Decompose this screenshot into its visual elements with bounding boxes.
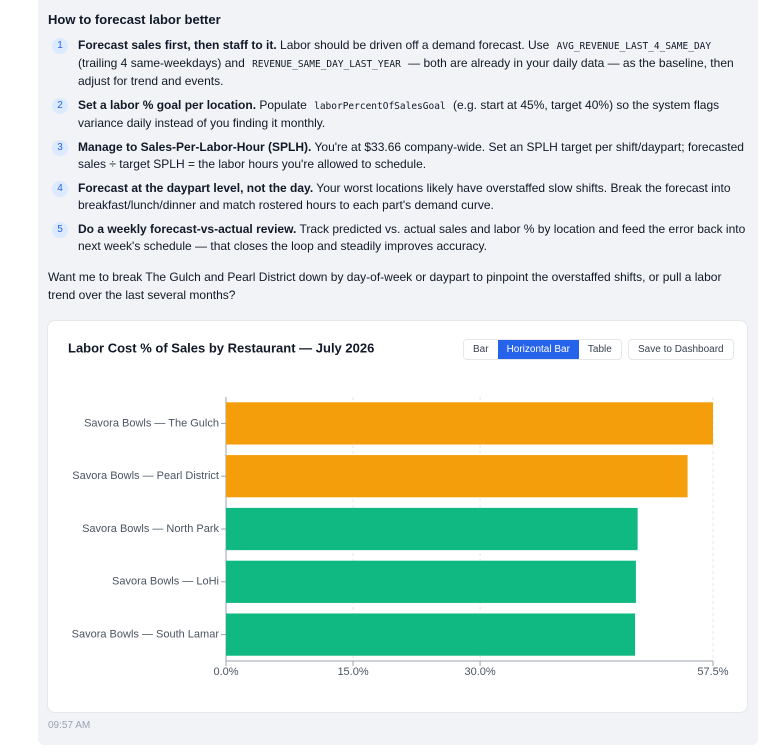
bar xyxy=(226,560,636,603)
tip-lead: Do a weekly forecast-vs-actual review. xyxy=(78,222,297,236)
assistant-message: How to forecast labor better 1 Forecast s… xyxy=(38,0,758,745)
view-button[interactable]: Table xyxy=(578,340,621,359)
y-tick-label: Savora Bowls — The Gulch xyxy=(84,417,219,429)
tip-lead: Set a labor % goal per location. xyxy=(78,98,257,112)
tip-item: 3 Manage to Sales-Per-Labor-Hour (SPLH). … xyxy=(48,139,748,173)
followup-text: Want me to break The Gulch and Pearl Dis… xyxy=(48,270,722,302)
tip-item: 1 Forecast sales first, then staff to it.… xyxy=(48,37,748,90)
step-badge: 2 xyxy=(52,98,68,114)
view-switcher: Bar Horizontal Bar Table xyxy=(463,339,622,360)
code-field: AVG_REVENUE_LAST_4_SAME_DAY xyxy=(556,41,712,52)
tip-text: Populate xyxy=(256,98,311,112)
bar xyxy=(226,402,713,445)
y-tick-label: Savora Bowls — LoHi xyxy=(112,576,219,588)
tip-item: 5 Do a weekly forecast-vs-actual review. … xyxy=(48,221,748,255)
view-button[interactable]: Bar xyxy=(464,340,498,359)
bar xyxy=(226,507,638,551)
tip-list: 1 Forecast sales first, then staff to it.… xyxy=(48,37,748,262)
y-tick-label: Savora Bowls — North Park xyxy=(82,523,219,535)
tip-text: You're at $33.66 company-wide. Set an SP… xyxy=(78,140,744,171)
tip-item: 2 Set a labor % goal per location. Popula… xyxy=(48,97,748,132)
tip-lead: Forecast at the daypart level, not the d… xyxy=(78,181,314,195)
x-tick-label: 15.0% xyxy=(337,666,368,678)
y-tick-label: Savora Bowls — Pearl District xyxy=(72,470,219,482)
step-badge: 4 xyxy=(52,181,68,197)
chart-card: Labor Cost % of Sales by Restaurant — Ju… xyxy=(47,320,748,713)
tip-text: (trailing 4 same-weekdays) and xyxy=(78,56,249,70)
tip-item: 4 Forecast at the daypart level, not the … xyxy=(48,180,748,214)
chart: Labor Cost % of Sales by Restaurant — Ju… xyxy=(68,340,729,678)
timestamp: 09:57 AM xyxy=(48,720,91,731)
x-tick-label: 57.5% xyxy=(697,666,728,678)
tip-text: — both are already in your daily data — … xyxy=(78,56,734,88)
tip-text: Labor should be driven off a demand fore… xyxy=(276,38,553,52)
chart-title: Labor Cost % of Sales by Restaurant — Ju… xyxy=(68,340,374,355)
x-tick-label: 30.0% xyxy=(464,666,495,678)
code-field: laborPercentOfSalesGoal xyxy=(314,101,446,112)
heading: How to forecast labor better xyxy=(48,12,221,27)
step-badge: 1 xyxy=(52,38,68,54)
y-tick-label: Savora Bowls — South Lamar xyxy=(72,629,220,641)
bar xyxy=(226,613,636,656)
tip-text: Your worst locations likely have oversta… xyxy=(78,181,731,212)
view-button[interactable]: Horizontal Bar xyxy=(497,340,579,359)
tip-lead: Manage to Sales-Per-Labor-Hour (SPLH). xyxy=(78,140,312,154)
tip-text: Track predicted vs. actual sales and lab… xyxy=(78,222,746,253)
code-field: REVENUE_SAME_DAY_LAST_YEAR xyxy=(252,59,401,70)
x-tick-label: 0.0% xyxy=(213,666,238,678)
tip-lead: Forecast sales first, then staff to it. xyxy=(78,38,277,52)
bar xyxy=(226,455,688,498)
step-badge: 3 xyxy=(52,140,68,156)
save-button[interactable]: Save to Dashboard xyxy=(628,339,734,360)
tip-text: (e.g. start at 45%, target 40%) so the s… xyxy=(78,98,720,130)
step-badge: 5 xyxy=(52,222,68,238)
